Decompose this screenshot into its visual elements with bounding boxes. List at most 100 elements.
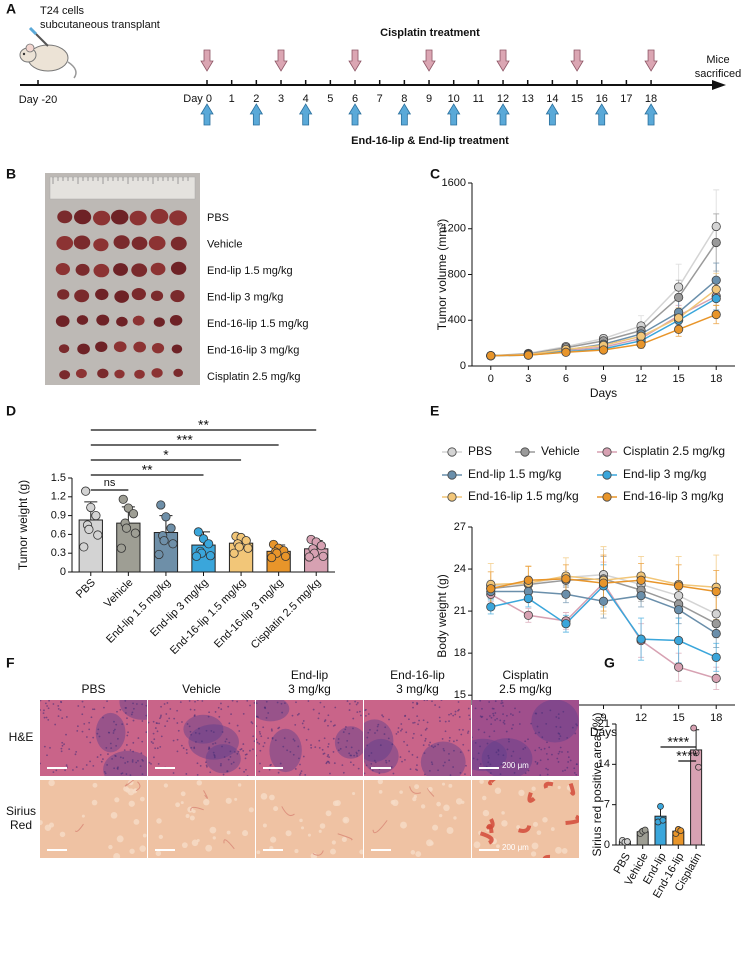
nucleus [416, 715, 419, 718]
scale-bar-label: 200 μm [502, 761, 529, 770]
nucleus [299, 773, 301, 776]
nucleus [44, 702, 47, 705]
nucleus [186, 723, 189, 725]
column-label: PBS [81, 682, 105, 696]
nucleus [366, 736, 369, 739]
nucleus [371, 769, 374, 772]
nucleus [345, 746, 348, 748]
nucleus [379, 744, 382, 747]
nucleus [298, 712, 300, 715]
nucleus [169, 708, 172, 710]
tumor [95, 341, 108, 352]
cisplatin-arrow [274, 49, 288, 72]
end-lip-arrow [545, 103, 560, 126]
speckle [555, 846, 562, 854]
data-point [116, 543, 126, 553]
day-label: 8 [401, 93, 407, 105]
x-axis-label: Days [590, 386, 617, 400]
sacrifice-label: sacrificed [695, 68, 741, 80]
nucleus [177, 729, 180, 732]
nucleus [93, 708, 96, 711]
nucleus [440, 700, 443, 702]
nucleus [65, 764, 68, 767]
speckle [561, 848, 568, 854]
day-label: 14 [546, 93, 558, 105]
nucleus [314, 746, 317, 749]
nucleus [256, 702, 258, 705]
panel-letter: F [6, 655, 15, 671]
transplant-label: subcutaneous transplant [40, 19, 160, 31]
nodule [364, 738, 399, 774]
fiber [518, 825, 532, 833]
tissue [148, 700, 255, 776]
speckle [331, 840, 336, 845]
x-tick-label: 15 [673, 712, 685, 724]
speckle [531, 842, 539, 850]
nucleus [242, 743, 245, 745]
speckle [426, 839, 433, 847]
nucleus [126, 717, 128, 720]
speckle [399, 790, 403, 794]
nucleus [426, 700, 429, 702]
nucleus [428, 770, 431, 772]
nucleus [256, 725, 258, 728]
nucleus [373, 759, 376, 762]
nucleus [225, 738, 228, 741]
y-tick-label: 0 [60, 566, 66, 578]
nucleus [479, 700, 482, 702]
nucleus [472, 736, 473, 739]
nucleus [165, 713, 168, 715]
nucleus [575, 723, 578, 726]
nucleus [176, 738, 179, 741]
nucleus [318, 712, 321, 715]
nucleus [467, 730, 470, 733]
legend-marker [602, 492, 612, 502]
tumor [169, 315, 183, 326]
significance-label: ns [104, 477, 116, 489]
y-tick-label: 27 [454, 521, 466, 533]
nucleus [524, 772, 527, 775]
data-point [674, 292, 684, 302]
nucleus [384, 726, 387, 729]
nucleus [150, 762, 152, 765]
nucleus [566, 736, 569, 739]
nucleus [236, 724, 239, 727]
nucleus [218, 715, 221, 718]
nucleus [205, 764, 208, 767]
day-label: Day 0 [183, 93, 212, 105]
nucleus [444, 720, 447, 723]
nucleus [458, 728, 461, 731]
data-point [692, 749, 700, 757]
nucleus [72, 769, 74, 771]
speckle [441, 782, 446, 786]
nucleus [220, 708, 223, 711]
nucleus [521, 762, 524, 765]
nucleus [452, 714, 455, 717]
speckle [205, 844, 213, 852]
y-tick-label: 1.2 [51, 491, 66, 503]
x-tick-label: End-lip 1.5 mg/kg [104, 577, 173, 646]
nucleus [326, 755, 329, 758]
x-tick-label: 15 [673, 373, 685, 385]
speckle [225, 797, 232, 804]
nucleus [511, 765, 514, 767]
nucleus [469, 718, 471, 720]
speckle [455, 798, 463, 805]
fiber [479, 831, 494, 845]
nucleus [332, 751, 335, 753]
nucleus [444, 730, 447, 733]
tumor [129, 210, 147, 226]
nucleus [543, 747, 546, 750]
tumor [75, 263, 90, 276]
nucleus [196, 773, 199, 776]
nucleus [429, 741, 432, 744]
nucleus [514, 762, 517, 764]
nucleus [209, 771, 212, 774]
tumor [114, 290, 129, 303]
nucleus [212, 751, 215, 754]
nucleus [176, 722, 179, 724]
nucleus [154, 727, 157, 729]
nucleus [502, 713, 504, 716]
day-label: 18 [645, 93, 657, 105]
nucleus [477, 728, 480, 731]
